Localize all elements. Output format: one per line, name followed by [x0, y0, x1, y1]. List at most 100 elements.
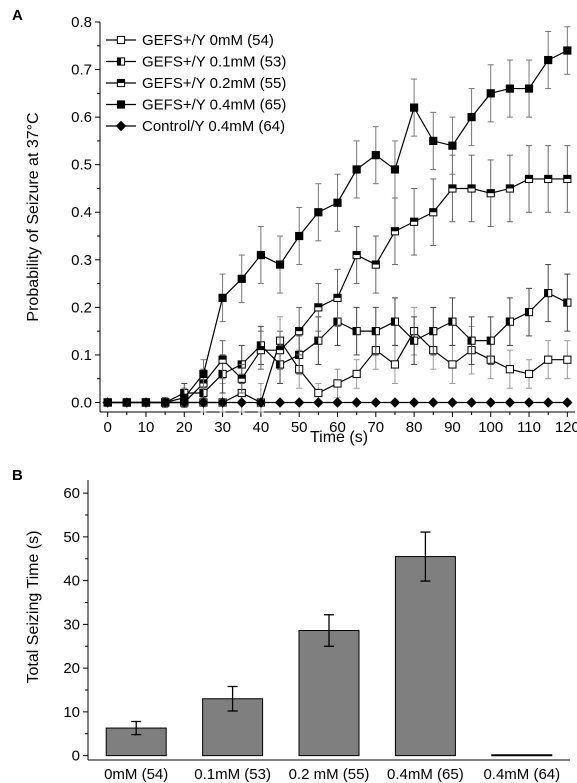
- marker-box: [371, 151, 380, 160]
- legend-label: GEFS+/Y 0.1mM (53): [142, 54, 286, 71]
- data-point: [390, 317, 400, 326]
- data-point: [371, 260, 380, 269]
- marker-box: [295, 231, 304, 241]
- panel-a-x-tick-label: 10: [138, 419, 155, 436]
- marker-fill: [257, 341, 261, 350]
- panel-a-y-tick-label: 0.3: [71, 252, 92, 269]
- legend-label: GEFS+/Y 0.2mM (55): [142, 75, 286, 92]
- marker-fill: [487, 337, 491, 345]
- marker-fill: [429, 208, 437, 213]
- marker-fill: [467, 184, 476, 189]
- marker-box: [199, 369, 208, 379]
- panel-a-x-tick-label: 50: [291, 419, 308, 436]
- data-point: [351, 397, 362, 408]
- data-point: [352, 369, 361, 379]
- legend-marker: [116, 78, 126, 88]
- data-point: [486, 89, 495, 98]
- data-point: [293, 397, 305, 408]
- data-point: [370, 397, 382, 408]
- data-point: [218, 355, 227, 364]
- legend-item: GEFS+/Y 0.4mM (65): [106, 97, 286, 114]
- data-point: [505, 84, 514, 93]
- data-point: [467, 113, 476, 122]
- data-point: [217, 397, 228, 408]
- data-point: [333, 293, 342, 302]
- marker-box: [352, 369, 361, 379]
- marker-fill: [314, 337, 319, 345]
- data-point: [218, 293, 227, 302]
- data-point: [447, 397, 458, 408]
- panel-b-category-label: 0mM (54): [104, 766, 168, 783]
- data-point: [563, 46, 572, 55]
- marker-box: [333, 198, 342, 207]
- panel-a-x-tick-label: 30: [214, 419, 231, 436]
- data-point: [448, 184, 457, 193]
- legend-item: GEFS+/Y 0.1mM (53): [106, 54, 286, 71]
- panel-b-y-tick-label: 40: [63, 573, 80, 590]
- data-point: [486, 336, 495, 345]
- legend-marker: [116, 100, 126, 109]
- marker-fill: [238, 375, 246, 379]
- marker-box: [524, 84, 534, 93]
- legend-marker: [115, 120, 127, 132]
- marker-fill: [117, 79, 125, 83]
- marker-box: [116, 35, 126, 45]
- marker-box: [256, 250, 265, 260]
- data-point: [408, 397, 420, 408]
- panel-a-y-tick-label: 0.5: [71, 157, 92, 174]
- marker-fill: [410, 218, 418, 222]
- panel-a-y-tick-label: 0.7: [71, 62, 92, 79]
- marker-box: [448, 141, 457, 150]
- data-point: [256, 250, 265, 260]
- marker-fill: [391, 318, 395, 326]
- data-point: [429, 208, 438, 217]
- marker-fill: [544, 289, 549, 297]
- marker-fill: [525, 175, 533, 179]
- data-point: [332, 397, 343, 408]
- data-point: [524, 84, 534, 93]
- marker-box: [467, 113, 476, 122]
- panel-a-x-tick-label: 60: [329, 419, 346, 436]
- panel-a-y-tick-label: 0.2: [71, 299, 92, 316]
- panel-a-x-tick-label: 80: [406, 419, 423, 436]
- panel-a-x-tick-label: 40: [253, 419, 270, 436]
- marker-fill: [429, 327, 434, 335]
- data-point: [352, 250, 361, 260]
- marker-fill: [391, 227, 399, 232]
- marker-box: [237, 274, 246, 283]
- data-point: [505, 184, 514, 193]
- data-point: [524, 174, 534, 184]
- marker-box: [275, 260, 285, 269]
- marker-fill: [314, 303, 322, 308]
- data-point: [159, 397, 171, 408]
- data-point: [410, 103, 419, 112]
- panel-a-x-tick-label: 70: [367, 419, 384, 436]
- marker-box: [486, 89, 495, 98]
- data-point: [485, 397, 496, 408]
- panel-b-y-tick-label: 0: [72, 748, 80, 765]
- marker-fill: [333, 294, 342, 298]
- panel-a-x-tick-label: 120: [555, 419, 577, 436]
- panel-a-x-axis-label: Time (s): [310, 429, 368, 446]
- data-point: [256, 346, 265, 355]
- marker-box: [390, 360, 400, 369]
- data-point: [371, 151, 380, 160]
- panel-a-label: A: [12, 7, 23, 24]
- data-point: [505, 317, 514, 326]
- panel-b-y-axis-label: Total Seizing Time (s): [25, 531, 42, 684]
- data-point: [140, 397, 152, 408]
- panel-b-y-tick-label: 10: [63, 704, 80, 721]
- marker-box: [390, 165, 400, 174]
- marker-fill: [525, 308, 530, 316]
- data-point: [523, 397, 535, 408]
- marker-box: [544, 55, 553, 65]
- data-point: [524, 369, 534, 379]
- panel-a-x-tick-label: 0: [103, 419, 111, 436]
- marker-box: [410, 103, 419, 112]
- data-point: [562, 397, 573, 408]
- panel-b-label: B: [12, 467, 23, 484]
- marker-fill: [353, 251, 361, 256]
- panel-b-y-tick-label: 50: [63, 529, 80, 546]
- marker-fill: [180, 389, 185, 397]
